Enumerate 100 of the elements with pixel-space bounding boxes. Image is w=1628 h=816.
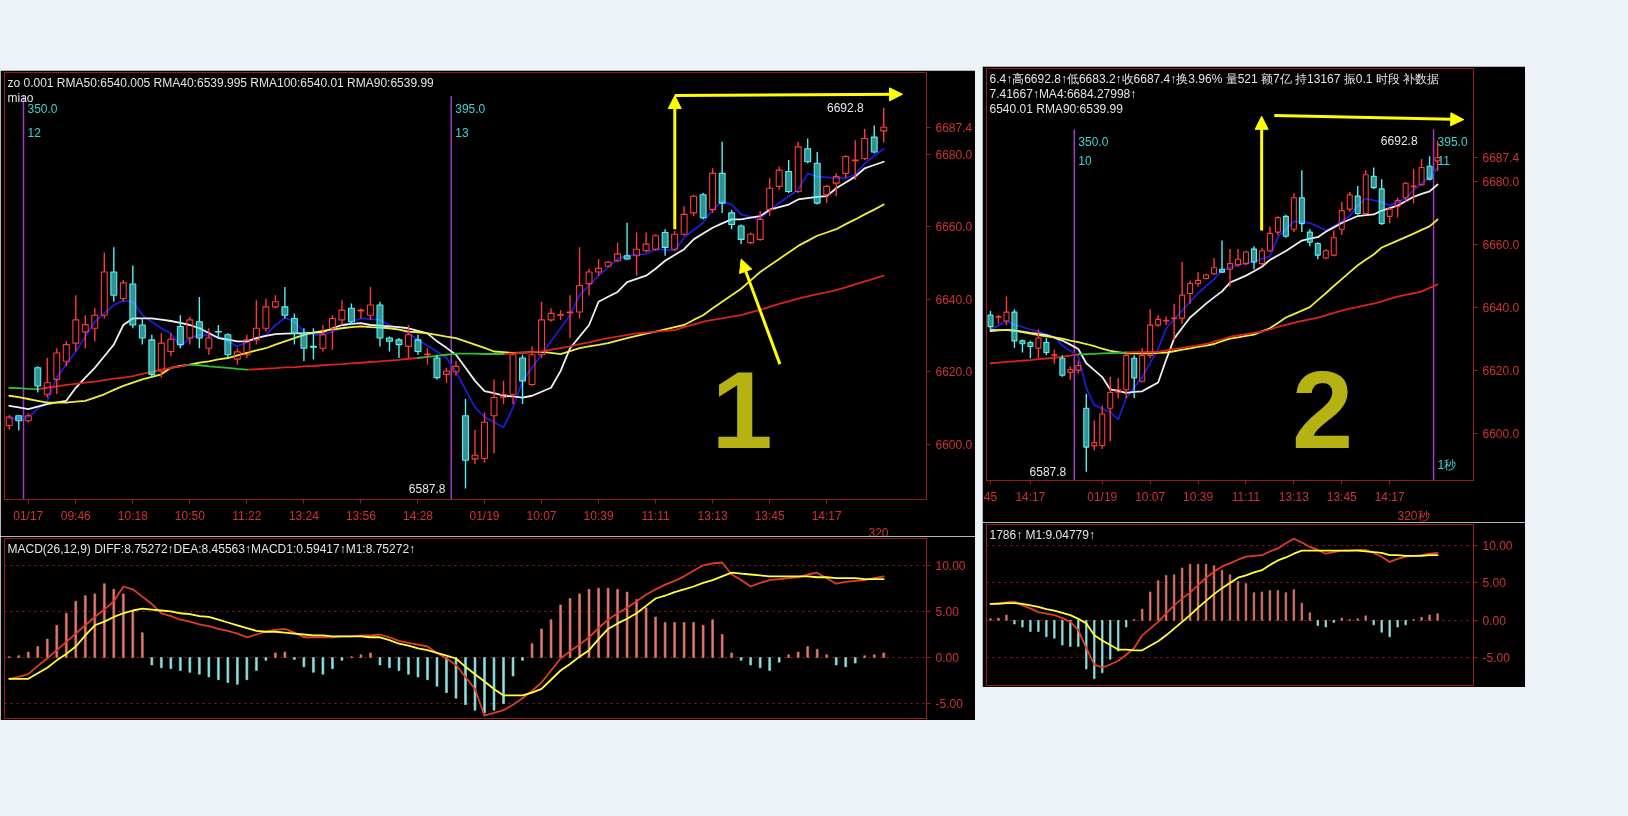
candlestick	[53, 347, 61, 395]
candlestick	[1131, 354, 1138, 399]
candlestick	[224, 334, 232, 359]
candlestick	[880, 106, 888, 144]
candlestick	[737, 225, 745, 245]
candlestick	[509, 352, 517, 405]
annotation: 7.41667↑MA4:6684.27998↑	[989, 86, 1137, 101]
y-tick-label: 6600.0	[1482, 426, 1520, 441]
candlestick	[1274, 217, 1281, 236]
annotation: zo 0.001 RMA50:6540.005 RMA40:6539.995 RMA100:6540.01 RMA90:6539.99	[7, 75, 435, 90]
chart-title: 1786↑ M1:9.04779↑	[989, 527, 1095, 542]
candlestick	[661, 228, 669, 257]
candlestick	[148, 334, 156, 379]
y-tick-label: 0.00	[1482, 613, 1507, 628]
candlestick	[167, 332, 175, 357]
candlestick	[1218, 239, 1226, 273]
candlestick	[395, 337, 403, 359]
candlestick	[528, 345, 536, 386]
candlestick	[1163, 315, 1170, 326]
candlestick	[309, 327, 317, 361]
candlestick	[1155, 314, 1162, 328]
x-tick-label: 11:11	[1231, 489, 1261, 504]
y-tick-label: 6687.4	[1482, 151, 1520, 166]
candlestick	[471, 429, 479, 466]
candlestick	[1211, 257, 1218, 275]
candlestick	[81, 314, 89, 349]
candlestick	[262, 297, 270, 333]
annotation: 6587.8	[1029, 465, 1067, 480]
text: 2	[1291, 348, 1354, 472]
y-tick-label: 6620.0	[935, 365, 973, 380]
candlestick	[1306, 228, 1313, 247]
annotation: 1秒	[1437, 457, 1457, 472]
line-series	[989, 549, 1439, 652]
candlestick	[404, 324, 412, 359]
candlestick	[129, 264, 137, 329]
candlestick	[1139, 347, 1146, 382]
candlestick	[699, 192, 707, 221]
candlestick	[1314, 242, 1321, 260]
candlestick	[1179, 261, 1186, 325]
candlestick	[756, 210, 764, 240]
candlestick	[1187, 279, 1194, 305]
x-axis-title: 320	[868, 525, 889, 540]
annotation: 350.0	[1078, 135, 1109, 150]
x-tick-label: 13:45	[1326, 489, 1358, 504]
candlestick	[72, 294, 80, 353]
candlestick	[1147, 308, 1154, 359]
x-tick-label: 10:39	[1183, 489, 1214, 504]
annotation: miao	[7, 90, 34, 105]
candlestick	[633, 231, 641, 277]
x-tick-label: 13:56	[345, 508, 377, 523]
x-tick-label: 10:07	[1135, 489, 1166, 504]
x-tick-label: 14:28	[402, 508, 434, 523]
candlestick	[1107, 376, 1114, 442]
candlestick	[243, 334, 251, 359]
annotation: 395.0	[455, 102, 486, 117]
candlestick	[500, 380, 508, 405]
candlestick	[433, 354, 441, 381]
candlestick	[252, 299, 260, 346]
candlestick	[205, 327, 213, 356]
y-tick-label: 6620.0	[1482, 363, 1520, 378]
annotation: 13	[455, 125, 469, 140]
x-tick-label: 14:17	[811, 508, 843, 523]
candlestick	[110, 246, 118, 303]
candlestick	[794, 141, 802, 193]
x-tick-label: 11:11	[641, 508, 671, 523]
candlestick	[538, 301, 546, 359]
candlestick	[642, 231, 650, 254]
y-tick-label: 10.00	[1482, 538, 1513, 553]
annotation: 6692.8	[1380, 134, 1418, 149]
candlestick	[1250, 245, 1257, 270]
candlestick	[338, 299, 346, 326]
x-tick-label: 10:07	[526, 508, 557, 523]
x-tick-label: 13:45	[754, 508, 786, 523]
candlestick	[91, 307, 99, 343]
annotation: 11	[1437, 154, 1451, 169]
candlestick	[195, 296, 203, 349]
candlestick	[462, 398, 469, 490]
y-tick-label: 6680.0	[935, 147, 973, 162]
candlestick	[281, 286, 289, 320]
candlestick	[576, 246, 584, 320]
annotation: 6540.01 RMA90:6539.99	[989, 101, 1124, 116]
y-tick-label: 6640.0	[1482, 300, 1520, 315]
candlestick	[585, 268, 593, 296]
candlestick	[1234, 248, 1242, 268]
candlestick	[1298, 169, 1305, 233]
candlestick	[1083, 393, 1090, 473]
candlestick	[623, 221, 631, 260]
annotation: 12	[27, 125, 42, 140]
annotation: 6587.8	[408, 482, 446, 497]
y-tick-label: 5.00	[1482, 576, 1507, 591]
candlestick	[680, 205, 688, 235]
y-tick-label: 6660.0	[1482, 237, 1520, 252]
y-tick-label: 6687.4	[935, 120, 973, 135]
x-tick-label: 09:46	[60, 508, 92, 523]
x-tick-label: 13:24	[288, 508, 320, 523]
y-tick-label: 6640.0	[935, 292, 973, 307]
y-tick-label: -5.00	[1482, 651, 1511, 666]
candlestick	[718, 141, 726, 214]
annotation: 350.0	[27, 102, 58, 117]
annotation: 395.0	[1437, 135, 1468, 150]
